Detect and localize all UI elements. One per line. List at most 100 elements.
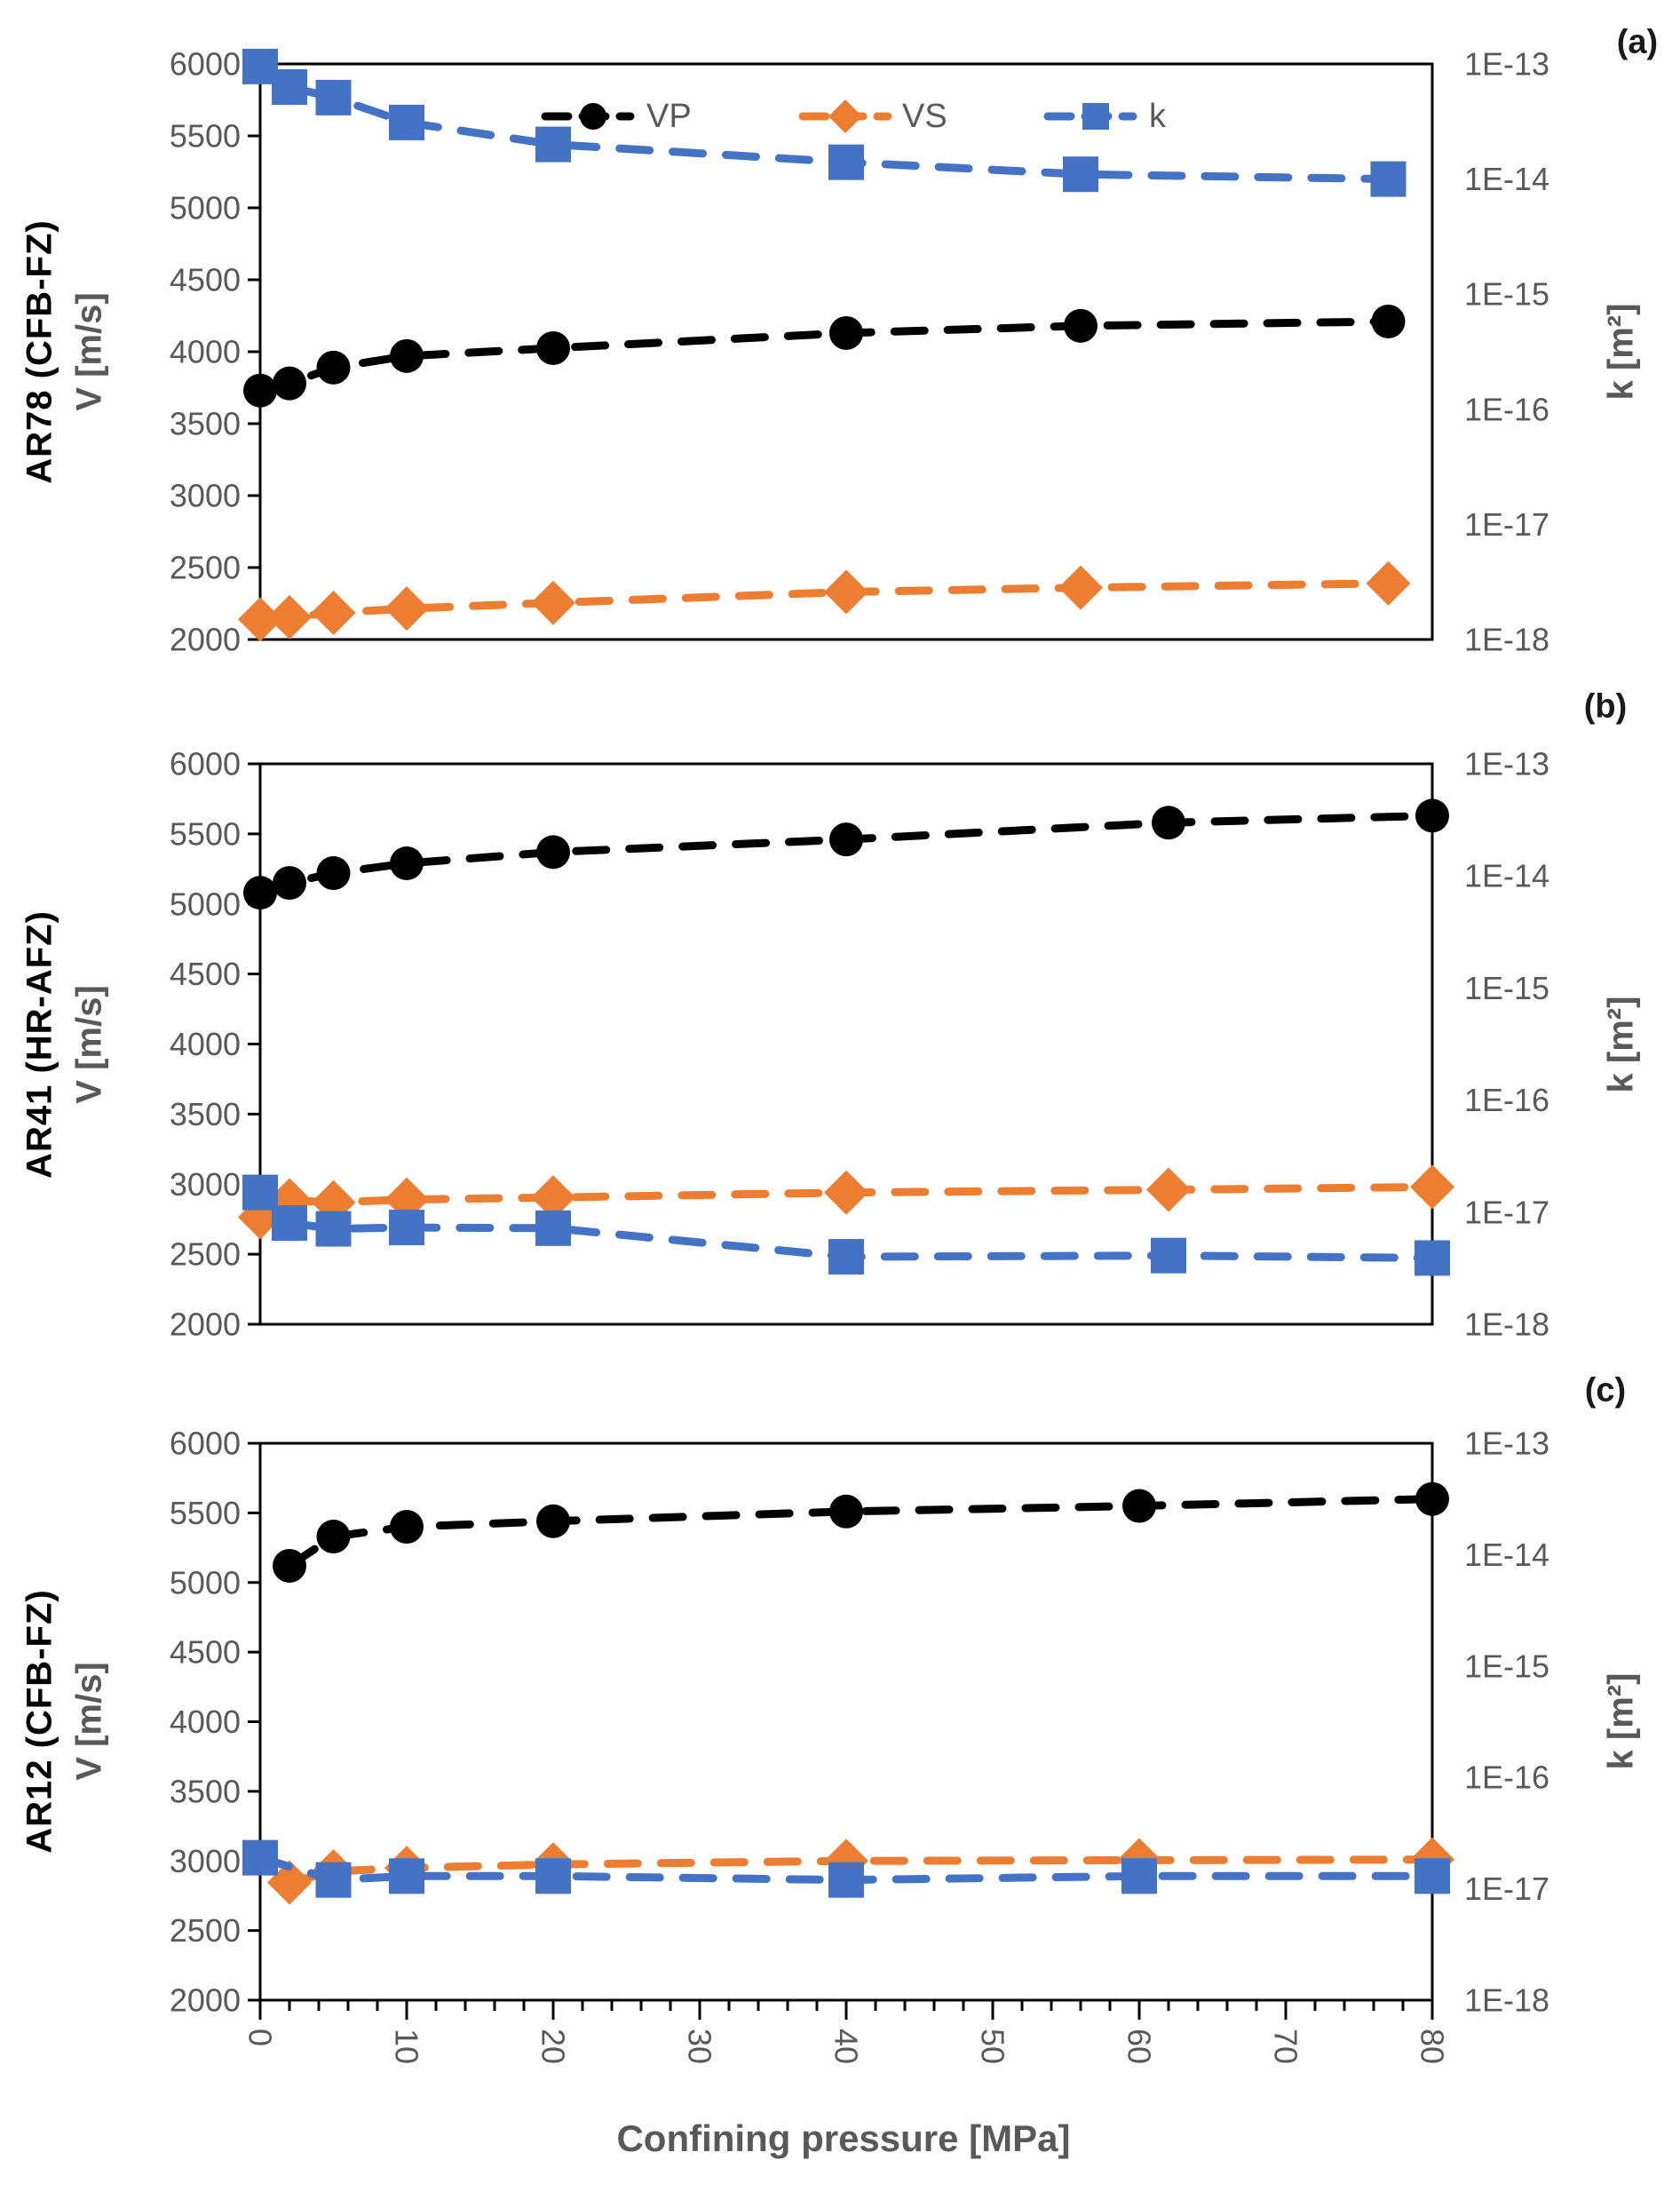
panel-b-letter: (b) [1583,687,1628,726]
panel-c-series-vp-marker [536,1504,570,1538]
panel-c-series-k-marker [1415,1858,1450,1894]
legend-k-label: k [1149,98,1167,135]
panel-a-series-vp-marker [1371,304,1406,338]
panel-b-series-vs-marker [531,1175,575,1220]
panel-a-series-k-marker [535,126,571,163]
panel-c-v-tick-label: 6000 [170,1426,241,1462]
panel-b-series-vs-line [256,1182,1437,1221]
panel-b-series-vs-marker [824,1170,868,1215]
x-tick-label: 50 [975,2029,1011,2064]
panel-c-v-tick-label: 5500 [170,1495,241,1531]
panel-b-v-tick-label: 5500 [170,815,241,852]
panel-a-series-vs-marker [531,580,575,625]
panel-a-v-tick-label: 5500 [170,118,241,155]
panel-c-v-tick-label: 4000 [170,1704,241,1740]
panel-c-k-tick-label: 1E-16 [1464,1759,1549,1796]
panel-a-k-tick-label: 1E-15 [1464,276,1549,313]
panel-b-v-tick-label: 3500 [170,1096,241,1132]
panel-a-series-vs-marker [384,586,429,631]
panel-a-k-tick-label: 1E-18 [1464,622,1549,658]
panel-c-series-k-marker [828,1862,864,1898]
panel-b-k-tick-label: 1E-13 [1464,746,1549,782]
panel-b-series-k-marker [242,1174,278,1211]
panel-b-v-tick-label: 6000 [170,746,241,782]
x-tick-label: 70 [1268,2029,1304,2064]
panel-a-k-tick-label: 1E-13 [1464,46,1549,83]
x-tick-label: 40 [828,2029,865,2064]
panel-b-v-tick-label: 2500 [170,1236,241,1273]
panel-c-k-tick-label: 1E-15 [1464,1648,1549,1684]
panel-a-series-k-line [256,62,1392,184]
panel-b-k-tick-label: 1E-15 [1464,970,1549,1006]
panel-c-v-tick-label: 2500 [170,1912,241,1949]
panel-c-series-vp-marker [1122,1489,1156,1523]
panel-b-series-k-marker [272,1205,307,1242]
panel-a-series-vs-marker [311,591,356,636]
panel-a-v-tick-label: 3500 [170,406,241,442]
panel-c-k-tick-label: 1E-18 [1464,1982,1549,2019]
panel-b-series-vp-marker [390,846,424,881]
panel-a-k-tick-label: 1E-17 [1464,506,1549,543]
panel-b-series-k-marker [389,1210,424,1246]
legend-vs-label: VS [902,98,947,135]
panel-a-series-k-marker [389,104,424,140]
panel-c-series-k-marker [389,1858,424,1894]
panel-c-v-tick-label: 5000 [170,1564,241,1600]
legend-vp-label: VP [646,98,692,135]
panel-b-series-vp-marker [829,822,863,857]
panel-b-k-tick-label: 1E-16 [1464,1082,1549,1118]
panel-c-v-tick-label: 3000 [170,1843,241,1879]
panel-b-v-tick-label: 4000 [170,1026,241,1062]
panel-a-v-tick-label: 2500 [170,550,241,586]
panel-b-series-vp-marker [1415,798,1449,833]
panel-a-v-tick-label: 4500 [170,262,241,298]
panel-a-series-vs-marker [824,569,868,615]
panel-a-series-vp-marker [536,330,570,365]
panel-c-v-tick-label: 3500 [170,1773,241,1809]
panel-b-series-vs-marker [1410,1164,1454,1210]
panel-b-series-vp-marker [243,876,277,910]
panel-a-v-tick-label: 3000 [170,478,241,514]
panel-b-v-tick-label: 4500 [170,956,241,992]
panel-a-series-vp-marker [316,350,351,385]
panel-b-series-k-marker [535,1210,571,1246]
panel-c-series-vp-marker [273,1548,306,1583]
panel-c-k-tick-label: 1E-17 [1464,1870,1549,1907]
panel-c-series-vp-marker [316,1520,351,1554]
panel-b-k-tick-label: 1E-17 [1464,1194,1549,1230]
panel-c-series-k-marker [242,1839,278,1876]
panel-b-sample-title: AR41 (HR-AFZ) [20,910,59,1179]
panel-b-series-vp-marker [316,856,351,891]
panel-a-series-vs-marker [1058,565,1103,610]
panel-a-series-vp-line [256,317,1392,395]
panel-a-series-k-marker [272,69,307,106]
panel-b-v-tick-label: 2000 [170,1306,241,1343]
panel-b-series-vs-marker [1146,1167,1191,1212]
panel-b-v-tick-label: 3000 [170,1166,241,1203]
panel-b-v-tick-label: 5000 [170,886,241,922]
panel-c-k-tick-label: 1E-14 [1464,1537,1549,1573]
panel-a-series-vp-marker [1064,308,1098,343]
panel-c-letter: (c) [1584,1371,1627,1410]
x-tick-label: 20 [535,2029,572,2064]
panel-b-series-vp-marker [273,866,306,901]
panel-b-series-k-marker [1415,1240,1450,1276]
panel-a-sample-title: AR78 (CFB-FZ) [20,219,59,484]
panel-a-series-k-marker [828,144,864,180]
legend-vs-marker [828,99,862,133]
panel-a-v-tick-label: 6000 [170,46,241,83]
panel-c-v-tick-label: 2000 [170,1982,241,2019]
panel-c-series-vp-marker [1415,1481,1449,1516]
x-tick-label: 0 [242,2029,279,2046]
panel-c-series-k-marker [535,1858,571,1894]
panel-c-left-axis-title: V [m/s] [69,1662,109,1781]
panel-c-v-tick-label: 4500 [170,1634,241,1671]
panel-b-left-axis-title: V [m/s] [69,985,109,1104]
x-tick-label: 60 [1121,2029,1158,2064]
panel-c-series-k-marker [1121,1858,1157,1894]
panel-c-sample-title: AR12 (CFB-FZ) [20,1589,59,1854]
panel-c-series-vp-marker [829,1494,863,1529]
legend-k-marker [1082,103,1109,130]
